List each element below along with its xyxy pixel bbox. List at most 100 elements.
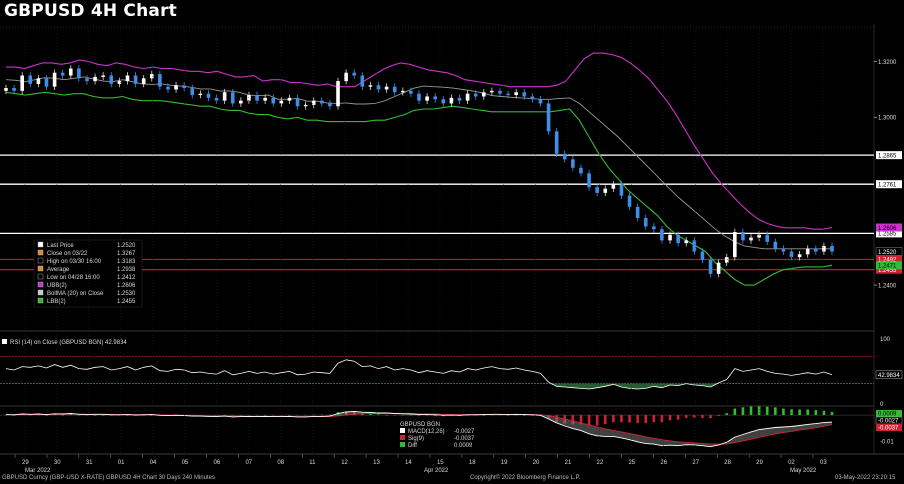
candle-body-63: [514, 92, 518, 96]
candle-body-21: [174, 85, 178, 90]
macd-series-label: GBPUSD BGN: [400, 422, 440, 428]
legend-value-4: 1.2412: [117, 275, 136, 281]
candle-body-43: [352, 72, 357, 76]
legend-swatch-3: [37, 265, 44, 272]
candle-body-0: [4, 88, 8, 91]
macd-diff-bar-92: [749, 406, 753, 416]
footer-center: Copyright© 2022 Bloomberg Finance L.P.: [470, 475, 581, 481]
candle-body-86: [700, 251, 705, 260]
footer-left: GBPUSD Curncy (GBP-USD X-RATE) GBPUSD 4H…: [2, 475, 215, 481]
x-day-label-7: 07: [245, 460, 252, 466]
candle-body-22: [182, 85, 186, 89]
macd-diff-bar-80: [652, 415, 656, 423]
candle-body-72: [587, 173, 591, 188]
candle-body-15: [125, 75, 130, 82]
macd-diff-bar-29: [239, 415, 243, 416]
x-day-label-25: 03: [820, 460, 827, 466]
legend: Last Price 1.2520 Close on 03/22 1.3267 High…: [33, 239, 143, 308]
x-day-label-22: 28: [724, 460, 731, 466]
macd-diff-bar-93: [757, 405, 761, 416]
legend-value-1: 1.3267: [117, 251, 136, 257]
macd-diff-bar-53: [433, 415, 437, 417]
candle-body-39: [320, 100, 324, 104]
footer-right: 03-May-2022 23:20:15: [835, 475, 896, 481]
macd-diff-bar-83: [676, 415, 680, 420]
macd-diff-bar-9: [77, 415, 81, 416]
candle-body-96: [781, 248, 786, 252]
legend-value-5: 1.2606: [117, 283, 136, 289]
macd-diff-bar-90: [733, 408, 737, 416]
x-day-label-9: 11: [309, 460, 316, 466]
candle-body-70: [571, 159, 575, 168]
candle-body-7: [60, 72, 65, 76]
x-day-label-6: 06: [214, 460, 221, 466]
candle-body-1: [12, 88, 16, 91]
macd-diff-bar-15: [126, 415, 129, 416]
x-month-label-0: Mar 2022: [25, 468, 51, 474]
candle-body-81: [660, 229, 664, 241]
macd-signal-fill: [6, 411, 832, 447]
macd-diff-bar-95: [774, 407, 777, 416]
candle-body-29: [239, 100, 243, 104]
macd-legend-label-2: Diff: [408, 443, 417, 449]
level-tag-label-2: 1.2585: [878, 232, 897, 238]
candle-body-53: [433, 96, 437, 100]
x-day-label-5: 05: [182, 460, 189, 466]
candle-body-92: [749, 237, 753, 241]
level-tag-bg-2: [876, 229, 902, 238]
rsi-tick-0: 0: [880, 402, 884, 408]
candle-body-44: [360, 75, 365, 87]
macd-diff-bar-101: [822, 410, 826, 416]
candle-body-64: [522, 92, 527, 97]
macd-diff-bar-47: [385, 414, 388, 416]
candle-body-65: [530, 96, 535, 100]
x-day-label-24: 02: [788, 460, 795, 466]
x-day-label-18: 22: [597, 460, 604, 466]
macd-diff-bar-18: [150, 415, 154, 416]
candle-body-50: [409, 90, 413, 94]
candle-body-61: [498, 90, 502, 94]
macd-diff-bar-45: [369, 413, 372, 416]
candle-body-80: [652, 226, 656, 230]
candle-body-75: [611, 184, 616, 189]
macd-legend-swatch-1: [400, 435, 405, 440]
candle-body-74: [603, 188, 608, 193]
candle-body-27: [222, 92, 227, 101]
rsi-label-swatch: [2, 339, 7, 344]
macd-legend-value-1: -0.0037: [454, 436, 475, 442]
macd-legend-label-1: Sig(9): [408, 436, 424, 442]
chart-svg[interactable]: 1.2865 1.2761 1.2585 1.2492 1.2455 1.3200 1.30…: [0, 24, 904, 474]
candle-body-42: [344, 72, 348, 82]
candle-body-54: [441, 99, 446, 104]
macd-legend-swatch-0: [400, 428, 405, 433]
candle-body-45: [368, 85, 373, 87]
macd-diff-bar-87: [709, 415, 712, 419]
x-day-label-21: 27: [692, 460, 699, 466]
macd-diff-bar-11: [93, 415, 97, 416]
candle-body-84: [684, 240, 689, 244]
macd-diff-bar-52: [425, 415, 429, 416]
legend-label-0: Last Price: [47, 243, 74, 249]
candle-body-35: [287, 97, 292, 101]
macd-diff-bar-5: [45, 415, 48, 416]
macd-diff-bar-32: [263, 415, 267, 416]
price-tag-bg-1: [875, 247, 903, 256]
candle-body-11: [93, 76, 97, 82]
macd-diff-bar-12: [101, 415, 105, 416]
rsi-line: [5, 359, 833, 390]
legend-swatch-7: [37, 297, 44, 304]
macd-diff-bar-79: [644, 415, 648, 424]
candle-body-83: [676, 234, 680, 244]
legend-label-1: Close on 03/22: [47, 251, 88, 257]
candle-body-6: [52, 72, 57, 87]
macd-diff-bar-46: [377, 414, 380, 416]
macd-diff-bar-88: [717, 415, 720, 417]
x-month-label-1: Apr 2022: [424, 468, 449, 474]
candle-body-30: [247, 95, 251, 101]
macd-diff-bar-77: [628, 415, 631, 423]
x-day-label-10: 12: [341, 460, 348, 466]
macd-diff-bar-48: [393, 415, 397, 416]
candle-body-32: [263, 97, 267, 101]
macd-diff-bar-98: [798, 409, 801, 416]
rsi-tick-100: 100: [880, 337, 891, 343]
